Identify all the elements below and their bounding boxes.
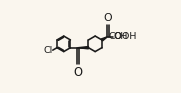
Polygon shape bbox=[78, 46, 89, 49]
Text: COOH: COOH bbox=[108, 32, 136, 41]
Text: Cl: Cl bbox=[43, 46, 52, 55]
Text: O: O bbox=[103, 13, 112, 23]
Polygon shape bbox=[101, 37, 108, 41]
Text: O: O bbox=[73, 66, 82, 79]
Text: OH: OH bbox=[113, 32, 128, 41]
